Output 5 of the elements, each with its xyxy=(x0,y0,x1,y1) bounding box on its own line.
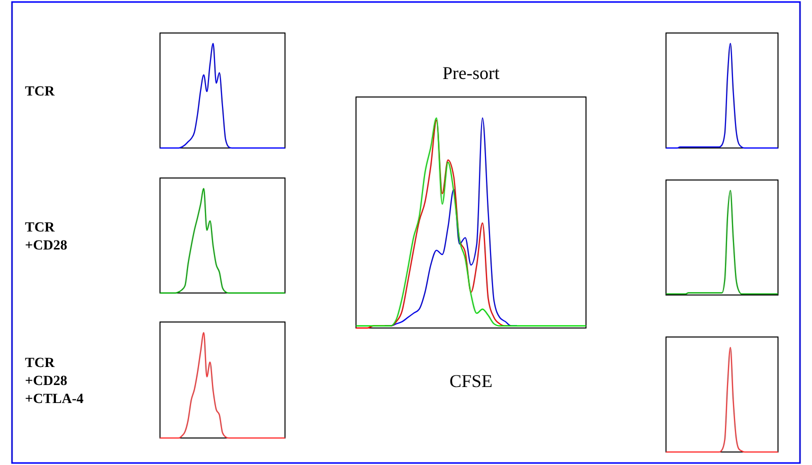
y-axis-title: TCR xyxy=(25,84,56,100)
y-axis-title: TCR +CD28 +CTLA-4 xyxy=(25,356,84,407)
x-axis-title: CFSE xyxy=(449,371,493,391)
chart-title: Pre-sort xyxy=(442,63,500,83)
y-axis-title: TCR +CD28 xyxy=(25,220,68,254)
